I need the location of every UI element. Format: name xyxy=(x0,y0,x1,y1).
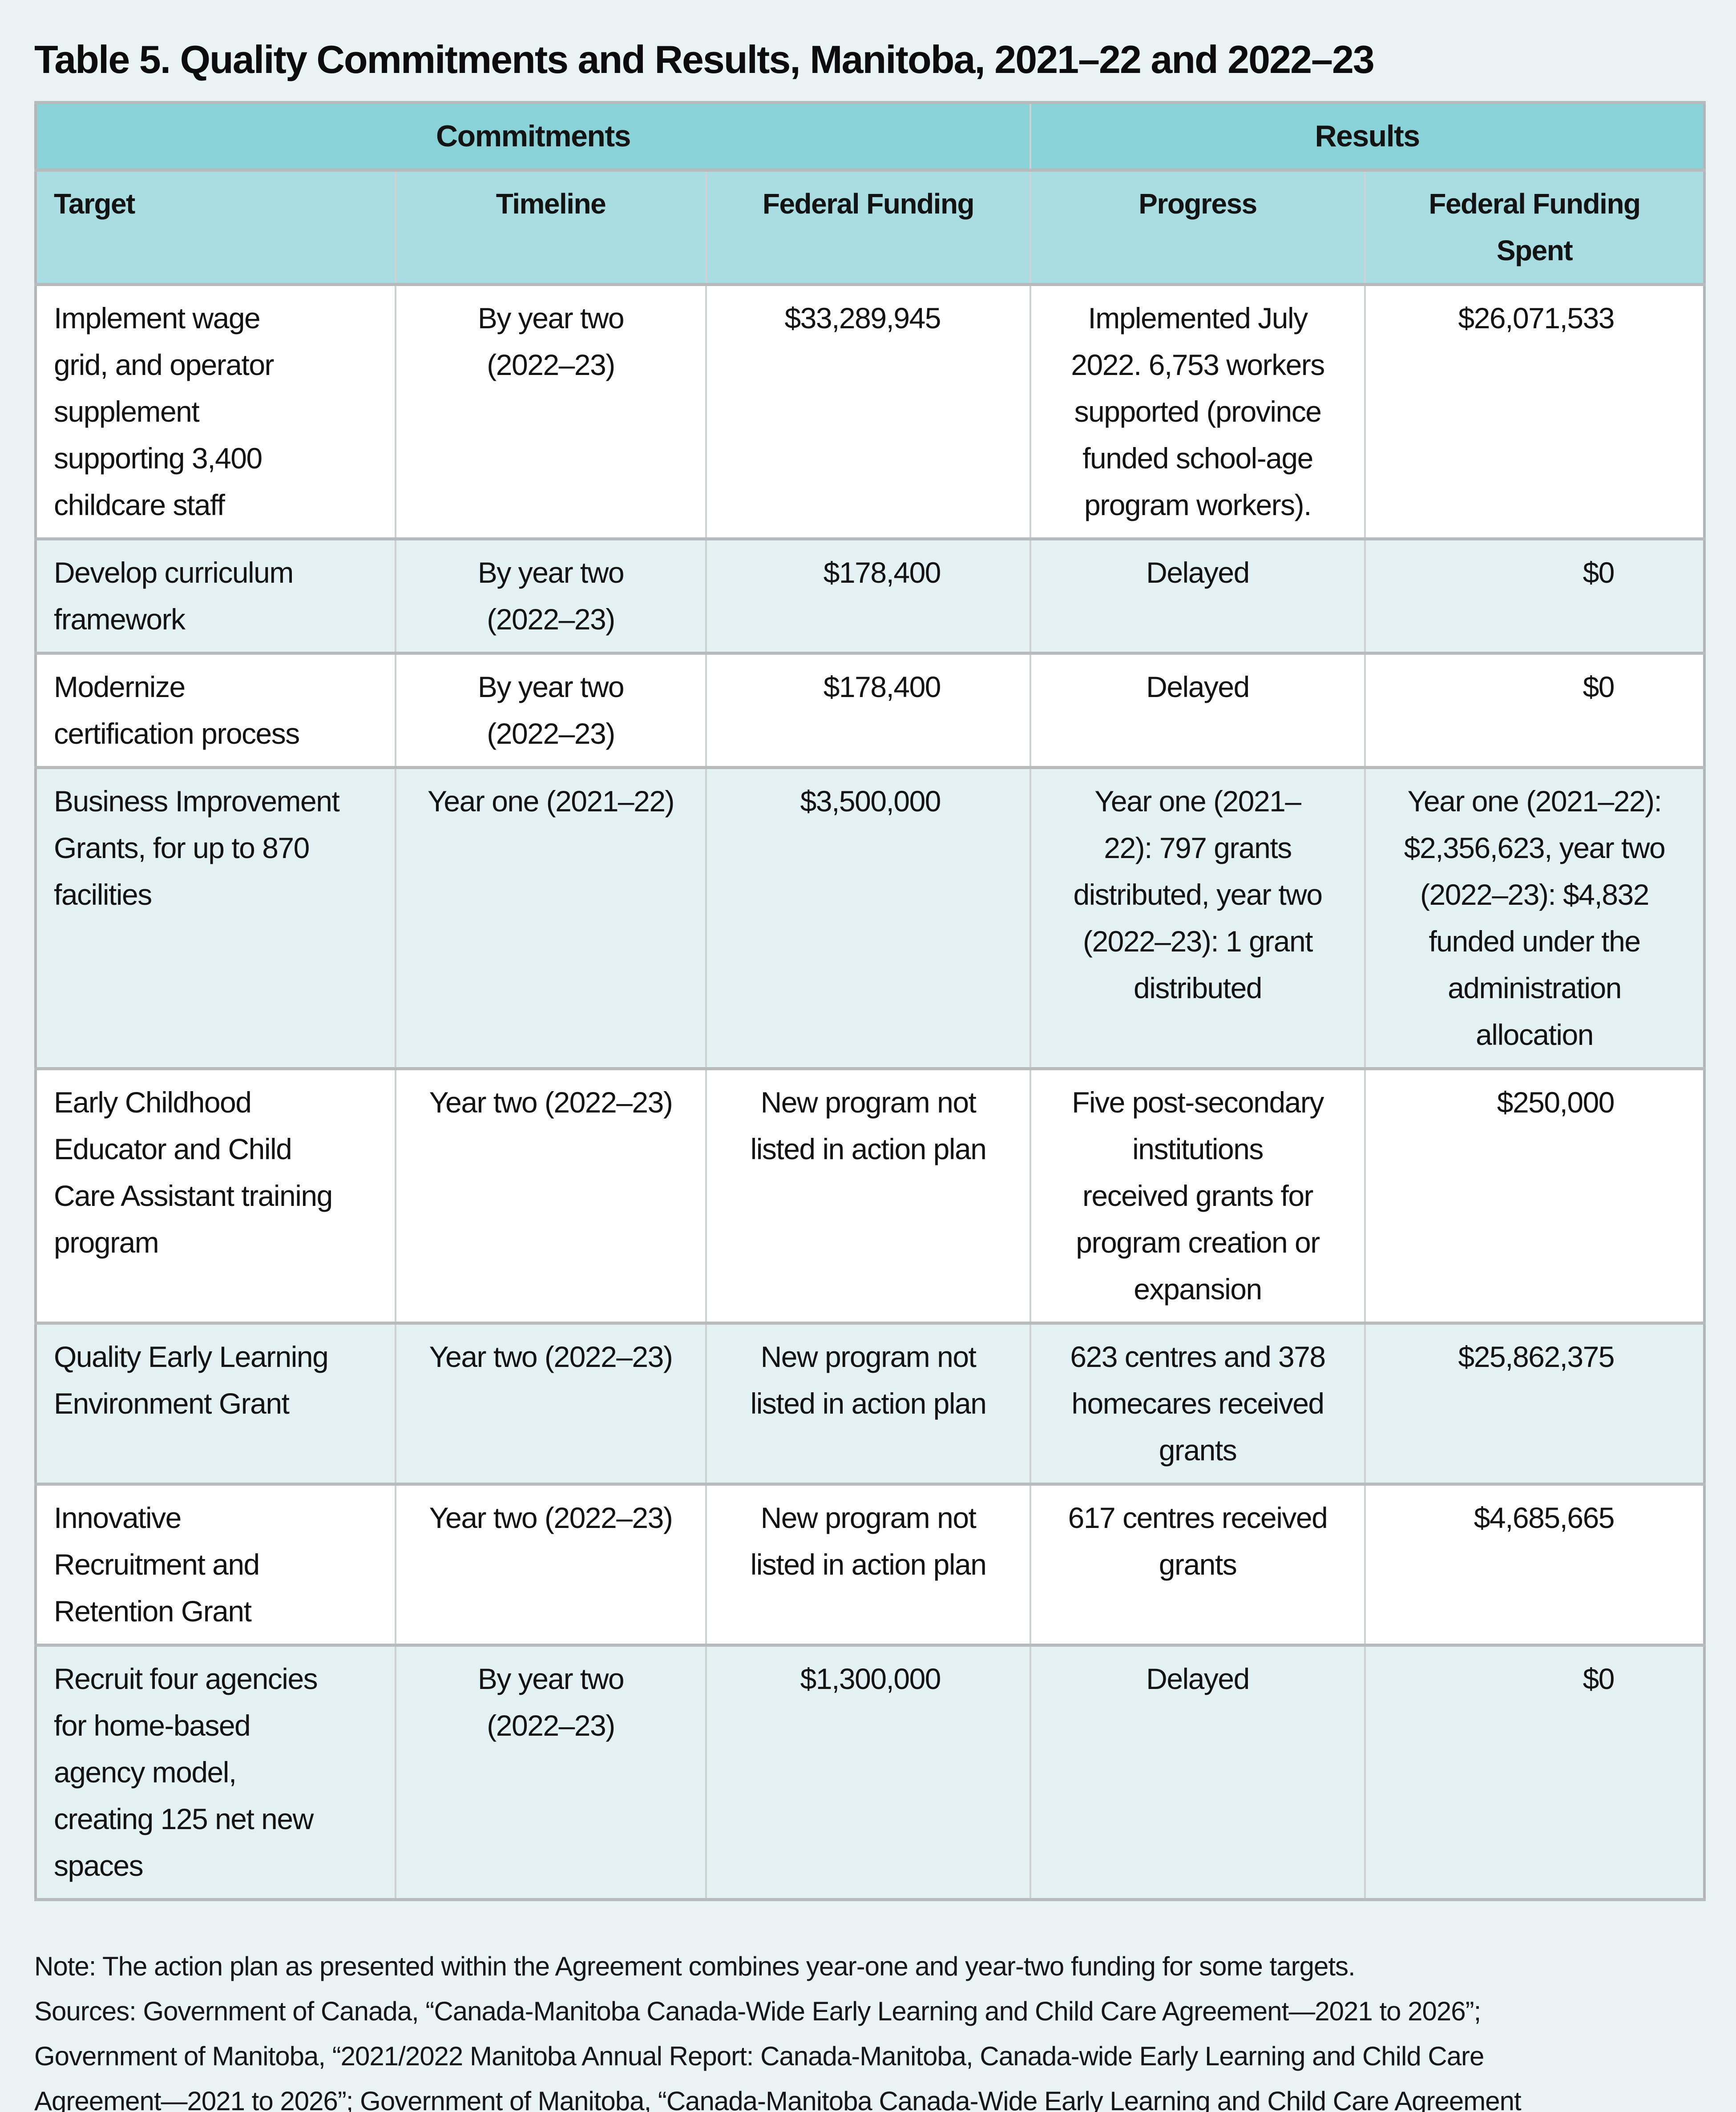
cell: $178,400 xyxy=(705,537,1031,655)
cell: Year two (2022–23) xyxy=(395,1482,707,1647)
table-row: Recruit four agencies for home-based age… xyxy=(35,1643,1706,1901)
quality-commitments-table: Commitments Results Target Timeline Federal … xyxy=(34,101,1706,1901)
table-body: Implement wage grid, and operator supple… xyxy=(35,282,1706,1901)
cell: 623 centres and 378 homecares received g… xyxy=(1029,1321,1366,1486)
table-note: Note: The action plan as presented withi… xyxy=(34,1951,1356,1981)
cell: Delayed xyxy=(1029,651,1366,769)
table-sources: Sources: Government of Canada, “Canada-M… xyxy=(34,1996,1522,2112)
cell: By year two (2022–23) xyxy=(395,651,707,769)
cell: Implement wage grid, and operator supple… xyxy=(35,282,396,540)
cell: $250,000 xyxy=(1364,1067,1706,1325)
column-header-1: Timeline xyxy=(395,168,707,286)
cell: Recruit four agencies for home-based age… xyxy=(35,1643,396,1901)
cell: Innovative Recruitment and Retention Gra… xyxy=(35,1482,396,1647)
cell: Modernize certification process xyxy=(35,651,396,769)
table-row: Implement wage grid, and operator supple… xyxy=(35,282,1706,540)
column-header-row: Target Timeline Federal Funding Progress Fed… xyxy=(35,168,1706,286)
cell: Year one (2021–22): $2,356,623, year two… xyxy=(1364,766,1706,1070)
table-footnotes: Note: The action plan as presented withi… xyxy=(34,1944,1702,2112)
cell: $25,862,375 xyxy=(1364,1321,1706,1486)
column-header-2: Federal Funding xyxy=(705,168,1031,286)
cell: 617 centres received grants xyxy=(1029,1482,1366,1647)
cell: Year two (2022–23) xyxy=(395,1067,707,1325)
cell: Year two (2022–23) xyxy=(395,1321,707,1486)
table-row: Business Improvement Grants, for up to 8… xyxy=(35,766,1706,1070)
column-header-0: Target xyxy=(35,168,396,286)
cell: New program not listed in action plan xyxy=(705,1482,1031,1647)
column-header-4: Federal Funding Spent xyxy=(1364,168,1706,286)
cell: Year one (2021– 22): 797 grants distribu… xyxy=(1029,766,1366,1070)
cell: By year two (2022–23) xyxy=(395,1643,707,1901)
cell: Implemented July 2022. 6,753 workers sup… xyxy=(1029,282,1366,540)
cell: $178,400 xyxy=(705,651,1031,769)
cell: Delayed xyxy=(1029,1643,1366,1901)
group-header-results: Results xyxy=(1029,101,1706,172)
cell: By year two (2022–23) xyxy=(395,282,707,540)
cell: Quality Early Learning Environment Grant xyxy=(35,1321,396,1486)
cell: $0 xyxy=(1364,1643,1706,1901)
page-title: Table 5. Quality Commitments and Results… xyxy=(34,37,1375,81)
cell: $3,500,000 xyxy=(705,766,1031,1070)
cell: Early Childhood Educator and Child Care … xyxy=(35,1067,396,1325)
cell: Business Improvement Grants, for up to 8… xyxy=(35,766,396,1070)
table-row: Innovative Recruitment and Retention Gra… xyxy=(35,1482,1706,1647)
column-header-3: Progress xyxy=(1029,168,1366,286)
cell: New program not listed in action plan xyxy=(705,1321,1031,1486)
cell: Year one (2021–22) xyxy=(395,766,707,1070)
cell: $1,300,000 xyxy=(705,1643,1031,1901)
cell: $4,685,665 xyxy=(1364,1482,1706,1647)
table-row: Modernize certification process By year t… xyxy=(35,651,1706,769)
cell: Five post-secondary institutions receive… xyxy=(1029,1067,1366,1325)
cell: $0 xyxy=(1364,537,1706,655)
group-header-commitments: Commitments xyxy=(35,101,1031,172)
cell: $26,071,533 xyxy=(1364,282,1706,540)
table-row: Quality Early Learning Environment Grant… xyxy=(35,1321,1706,1486)
cell: $33,289,945 xyxy=(705,282,1031,540)
cell: Delayed xyxy=(1029,537,1366,655)
group-header-row: Commitments Results xyxy=(35,101,1706,172)
cell: Develop curriculum framework xyxy=(35,537,396,655)
cell: By year two (2022–23) xyxy=(395,537,707,655)
table-row: Early Childhood Educator and Child Care … xyxy=(35,1067,1706,1325)
table-head: Commitments Results Target Timeline Federal … xyxy=(35,101,1706,286)
cell: $0 xyxy=(1364,651,1706,769)
cell: New program not listed in action plan xyxy=(705,1067,1031,1325)
table-row: Develop curriculum framework By year two … xyxy=(35,537,1706,655)
